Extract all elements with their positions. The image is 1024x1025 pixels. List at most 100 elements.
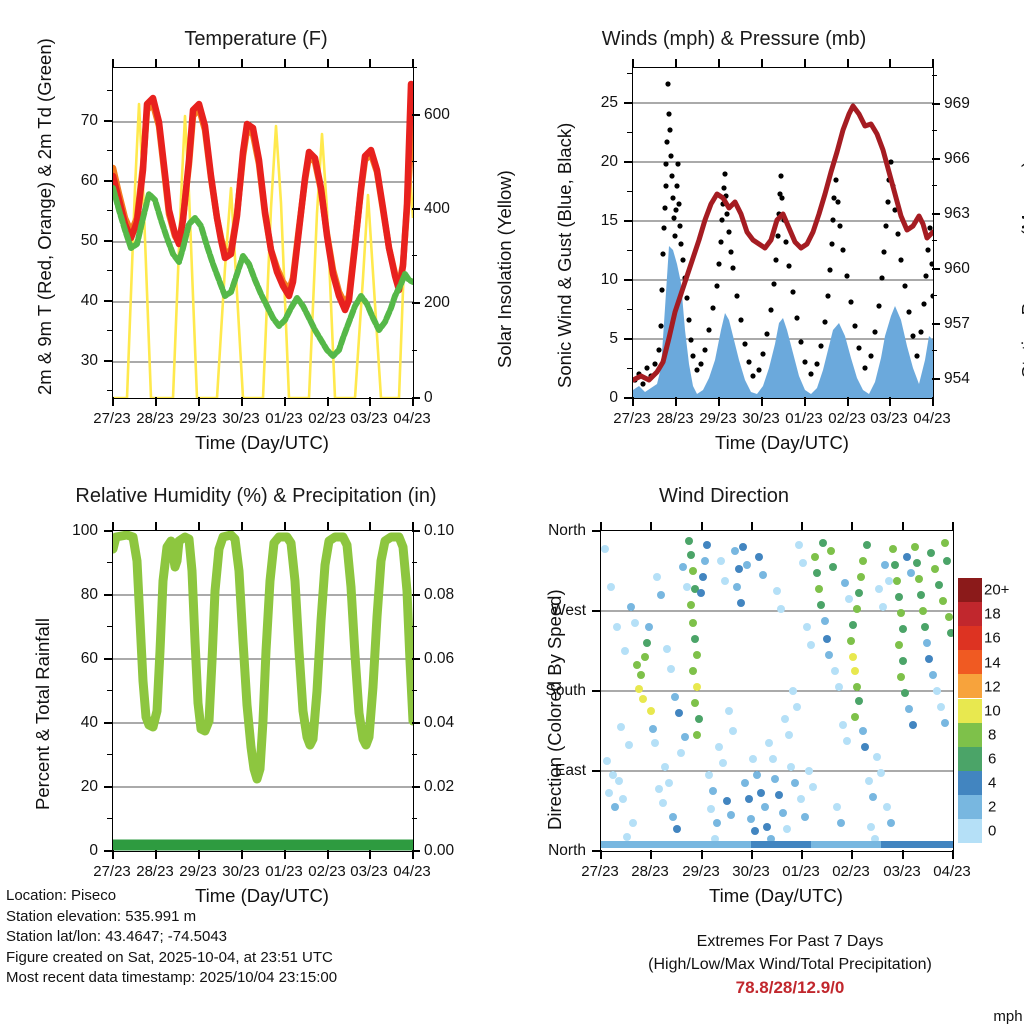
colorbar-swatch-5 xyxy=(958,698,982,723)
temperature-ytick-60: 60 xyxy=(80,172,98,189)
dir-ytick-south: South xyxy=(545,682,586,699)
colorbar-label-7: 6 xyxy=(988,750,997,768)
panel-wind-direction: Wind Direction xyxy=(512,460,1024,1025)
extremes-title: Extremes For Past 7 Days xyxy=(696,933,884,950)
winds-xtick-1: 28/23 xyxy=(656,410,694,427)
humidity-ytick-20: 20 xyxy=(80,778,98,795)
colorbar-swatch-4 xyxy=(958,674,982,699)
metadata-latlon: Station lat/lon: 43.4647; -74.5043 xyxy=(6,928,228,945)
colorbar-label-2: 16 xyxy=(984,629,1001,647)
temperature-plot-area xyxy=(112,67,414,399)
panel-humidity-precip: Relative Humidity (%) & Precipitation (i… xyxy=(0,460,512,920)
panel-temperature: Temperature (F) xyxy=(0,0,515,460)
humidity-xtick-4: 01/23 xyxy=(265,863,303,880)
precip-ytick-000: 0.00 xyxy=(424,842,455,859)
colorbar-swatch-6 xyxy=(958,722,982,747)
humidity-yaxis-title: Percent & Total Rainfall xyxy=(32,618,53,810)
colorbar-label-3: 14 xyxy=(984,654,1001,672)
humidity-xtick-6: 03/23 xyxy=(350,863,388,880)
wind-ytick-15: 15 xyxy=(600,212,618,229)
dir-ytick-north-bottom: North xyxy=(548,842,586,859)
temperature-xtick-4: 01/23 xyxy=(265,410,303,427)
colorbar-label-0: 20+ xyxy=(984,581,1010,599)
humidity-ytick-80: 80 xyxy=(80,586,98,603)
colorbar-header: mph xyxy=(993,1008,1023,1025)
precip-ytick-010: 0.10 xyxy=(424,522,455,539)
colorbar-swatch-7 xyxy=(958,746,982,771)
winds-xtick-7: 04/23 xyxy=(913,410,951,427)
dir-xtick-7: 04/23 xyxy=(933,863,971,880)
wind-ytick-20: 20 xyxy=(600,153,618,170)
colorbar-label-10: 0 xyxy=(988,822,997,840)
humidity-xtick-3: 30/23 xyxy=(222,863,260,880)
metadata-timestamp: Most recent data timestamp: 2025/10/04 2… xyxy=(6,969,338,986)
temperature-ytick-30: 30 xyxy=(80,352,98,369)
temperature-plot-svg xyxy=(113,80,413,398)
wind-ytick-10: 10 xyxy=(600,271,618,288)
temperature-xtick-5: 02/23 xyxy=(308,410,346,427)
colorbar-swatch-2 xyxy=(958,626,982,651)
panel-humidity-title: Relative Humidity (%) & Precipitation (i… xyxy=(75,485,437,507)
winds-xtick-4: 01/23 xyxy=(785,410,823,427)
wind-ytick-25: 25 xyxy=(600,94,618,111)
humidity-plot-area xyxy=(112,530,414,852)
winds-yaxis-title: Sonic Wind & Gust (Blue, Black) xyxy=(554,122,575,388)
humidity-xtick-0: 27/23 xyxy=(93,863,131,880)
colorbar-swatch-8 xyxy=(958,770,982,795)
extremes-subtitle: (High/Low/Max Wind/Total Precipitation) xyxy=(648,956,932,973)
metadata-elevation: Station elevation: 535.991 m xyxy=(6,907,197,925)
wind-speed-colorbar xyxy=(958,578,982,843)
temperature-xtick-2: 29/23 xyxy=(179,410,217,427)
winds-xaxis-title: Time (Day/UTC) xyxy=(715,432,849,453)
panel-winds-pressure: Winds (mph) & Pressure (mb) xyxy=(512,0,1024,460)
temperature-xtick-7: 04/23 xyxy=(393,410,431,427)
humidity-ytick-100: 100 xyxy=(72,522,98,539)
winds-plot-svg xyxy=(633,81,933,398)
colorbar-label-9: 2 xyxy=(988,798,997,816)
humidity-xtick-1: 28/23 xyxy=(136,863,174,880)
winds-xtick-5: 02/23 xyxy=(828,410,866,427)
colorbar-swatch-10 xyxy=(958,819,982,843)
temperature-xaxis-title: Time (Day/UTC) xyxy=(195,432,329,453)
wind-direction-plot-svg xyxy=(601,537,953,848)
solar-ytick-0: 0 xyxy=(424,389,433,406)
pressure-ytick-960: 960 xyxy=(944,260,970,277)
pressure-ytick-963: 963 xyxy=(944,205,970,222)
pressure-ytick-957: 957 xyxy=(944,315,970,332)
extremes-summary: Extremes For Past 7 Days (High/Low/Max W… xyxy=(600,930,980,999)
winds-plot-area xyxy=(632,67,934,399)
colorbar-swatch-9 xyxy=(958,794,982,819)
humidity-ytick-60: 60 xyxy=(80,650,98,667)
colorbar-label-6: 8 xyxy=(988,726,997,744)
dir-xtick-1: 28/23 xyxy=(631,863,669,880)
temperature-yaxis-title: 2m & 9m T (Red, Orange) & 2m Td (Green) xyxy=(34,38,55,395)
temperature-xtick-6: 03/23 xyxy=(350,410,388,427)
panel-temperature-title: Temperature (F) xyxy=(184,28,328,50)
colorbar-label-1: 18 xyxy=(984,605,1001,623)
colorbar-label-4: 12 xyxy=(984,678,1001,696)
extremes-value: 78.8/28/12.9/0 xyxy=(735,978,845,997)
humidity-plot-svg xyxy=(113,531,413,851)
dir-ytick-east: East xyxy=(554,762,586,779)
precip-ytick-002: 0.02 xyxy=(424,778,455,795)
dir-xtick-0: 27/23 xyxy=(581,863,619,880)
wind-direction-yaxis-title: Direction (Colored By Speed) xyxy=(544,589,565,830)
temperature-ytick-40: 40 xyxy=(80,292,98,309)
dir-xtick-2: 29/23 xyxy=(682,863,720,880)
temperature-xtick-1: 28/23 xyxy=(136,410,174,427)
dir-xtick-4: 01/23 xyxy=(782,863,820,880)
colorbar-swatch-3 xyxy=(958,650,982,675)
precip-ytick-006: 0.06 xyxy=(424,650,455,667)
wind-ytick-5: 5 xyxy=(609,330,618,347)
colorbar-label-8: 4 xyxy=(988,774,997,792)
dir-ytick-west: West xyxy=(550,602,586,619)
wind-direction-points xyxy=(601,537,953,843)
station-metadata: Location: Piseco Station elevation: 535.… xyxy=(6,886,337,989)
wind-ytick-0: 0 xyxy=(609,389,618,406)
pressure-ytick-966: 966 xyxy=(944,150,970,167)
humidity-xaxis-title: Time (Day/UTC) xyxy=(195,885,329,906)
humidity-xtick-2: 29/23 xyxy=(179,863,217,880)
colorbar-swatch-1 xyxy=(958,602,982,627)
humidity-ytick-40: 40 xyxy=(80,714,98,731)
